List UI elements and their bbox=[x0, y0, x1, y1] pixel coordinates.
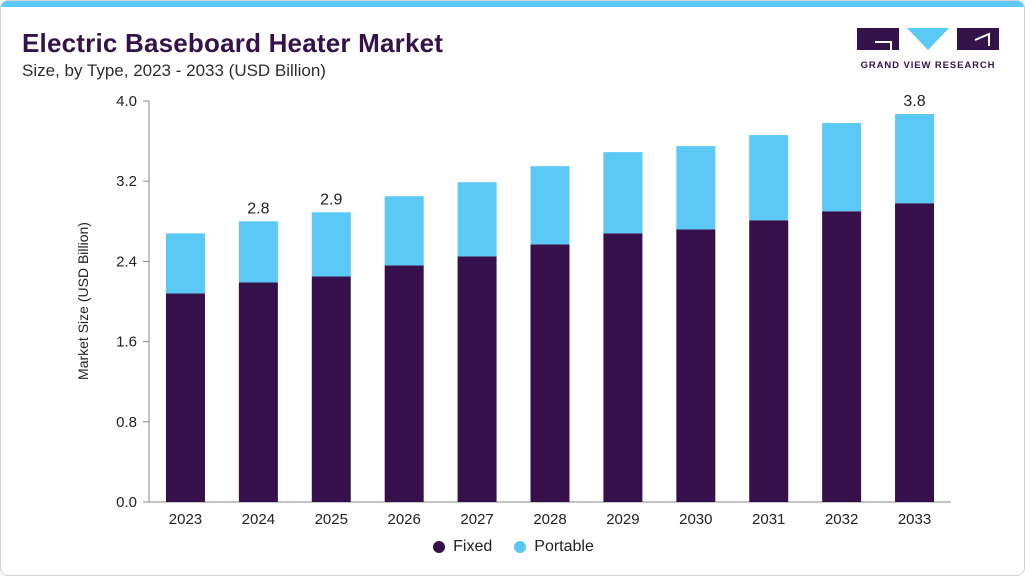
x-tick-label: 2030 bbox=[679, 511, 712, 528]
bar-fixed-2032 bbox=[822, 211, 862, 502]
bar-fixed-2033 bbox=[895, 203, 935, 502]
bar-fixed-2030 bbox=[676, 229, 716, 502]
y-tick-label: 0.8 bbox=[116, 414, 137, 431]
x-tick-label: 2026 bbox=[387, 511, 420, 528]
bar-portable-2029 bbox=[603, 152, 643, 234]
legend-swatch-portable bbox=[514, 541, 527, 553]
x-tick-label: 2025 bbox=[315, 511, 348, 528]
bar-fixed-2027 bbox=[457, 256, 497, 502]
bar-fixed-2028 bbox=[530, 244, 570, 503]
logo-wordmark: GRAND VIEW RESEARCH bbox=[860, 60, 996, 71]
x-tick-label: 2031 bbox=[752, 511, 785, 528]
bar-portable-2031 bbox=[749, 135, 789, 221]
bar-fixed-2025 bbox=[311, 276, 351, 502]
chart-subtitle: Size, by Type, 2023 - 2033 (USD Billion) bbox=[22, 61, 326, 80]
bar-portable-2033 bbox=[895, 114, 935, 204]
y-tick-label: 4.0 bbox=[116, 93, 137, 110]
x-tick-label: 2024 bbox=[242, 511, 275, 528]
legend-label-fixed: Fixed bbox=[453, 538, 493, 555]
bar-fixed-2026 bbox=[384, 265, 424, 502]
legend-label-portable: Portable bbox=[534, 538, 594, 555]
bar-portable-2028 bbox=[530, 166, 570, 245]
bar-fixed-2024 bbox=[238, 282, 278, 502]
bar-portable-2027 bbox=[457, 182, 497, 257]
x-tick-label: 2023 bbox=[169, 511, 202, 528]
logo-mark-icon bbox=[857, 28, 999, 50]
bar-portable-2030 bbox=[676, 146, 716, 230]
grand-view-research-logo: GRAND VIEW RESEARCH bbox=[857, 28, 999, 72]
legend: Fixed Portable bbox=[1, 538, 1024, 556]
bar-portable-2032 bbox=[822, 123, 862, 212]
legend-swatch-fixed bbox=[433, 541, 446, 553]
bar-fixed-2023 bbox=[165, 293, 205, 502]
bar-fixed-2031 bbox=[749, 220, 789, 503]
legend-item-fixed: Fixed bbox=[433, 538, 492, 556]
chart-title: Electric Baseboard Heater Market bbox=[22, 28, 444, 58]
bar-portable-2025 bbox=[311, 212, 351, 277]
bar-portable-2023 bbox=[165, 233, 205, 294]
x-tick-label: 2029 bbox=[606, 511, 639, 528]
y-tick-label: 3.2 bbox=[116, 173, 137, 190]
y-tick-label: 1.6 bbox=[116, 334, 137, 351]
bar-fixed-2029 bbox=[603, 233, 643, 502]
data-label-2025: 2.9 bbox=[320, 191, 342, 208]
y-tick-label: 0.0 bbox=[116, 494, 137, 511]
bar-portable-2026 bbox=[384, 196, 424, 266]
x-tick-label: 2027 bbox=[460, 511, 493, 528]
x-tick-label: 2032 bbox=[825, 511, 858, 528]
data-label-2033: 3.8 bbox=[903, 93, 925, 110]
y-tick-label: 2.4 bbox=[116, 253, 137, 270]
bar-portable-2024 bbox=[238, 221, 278, 283]
x-tick-label: 2033 bbox=[898, 511, 931, 528]
legend-item-portable: Portable bbox=[514, 538, 594, 556]
accent-bar bbox=[1, 1, 1024, 7]
x-tick-label: 2028 bbox=[533, 511, 566, 528]
data-label-2024: 2.8 bbox=[247, 200, 269, 217]
